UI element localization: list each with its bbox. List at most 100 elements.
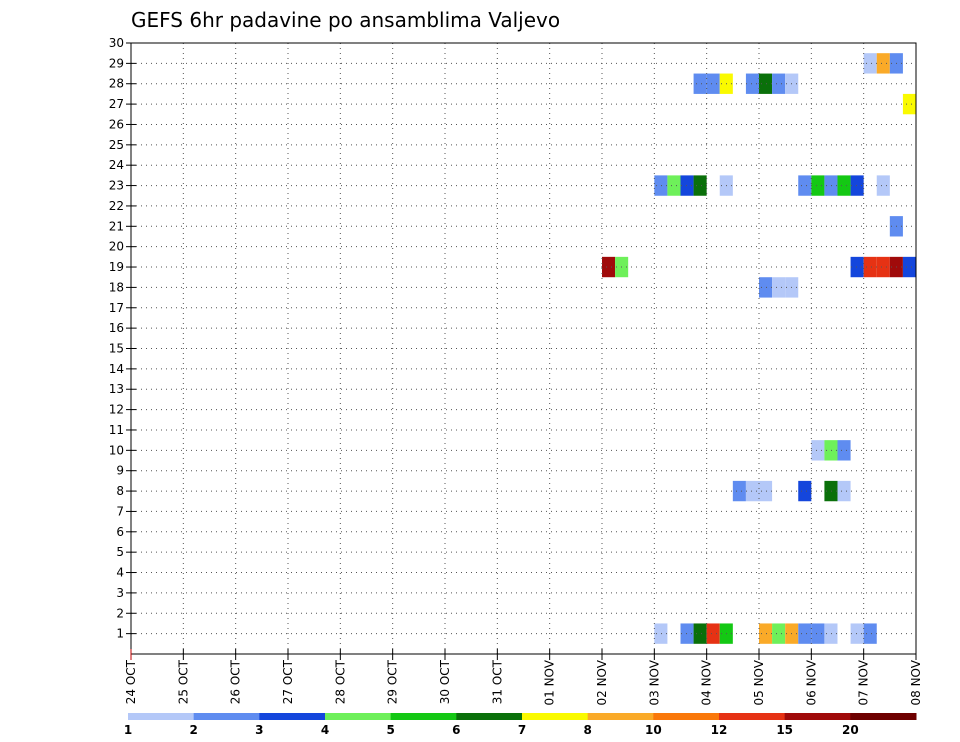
colorbar-tick-label: 6 bbox=[452, 723, 460, 737]
precip-cell bbox=[876, 256, 890, 278]
y-tick-label: 23 bbox=[109, 179, 124, 193]
precip-cell bbox=[693, 73, 707, 94]
plot-frame bbox=[130, 42, 917, 655]
colorbar-tick-label: 2 bbox=[189, 723, 197, 737]
precip-cell bbox=[759, 623, 773, 644]
colorbar-tick-label: 8 bbox=[583, 723, 591, 737]
precip-cell bbox=[680, 175, 694, 196]
x-tick-label: 06 NOV bbox=[804, 659, 818, 705]
y-tick-label: 15 bbox=[109, 342, 124, 356]
precip-cell bbox=[772, 277, 786, 298]
y-tick-label: 17 bbox=[109, 301, 124, 315]
colorbar-tick-label: 15 bbox=[776, 723, 793, 737]
x-axis: 24 OCT 25 OCT 26 OCT 27 OCT 28 OCT 29 OCT 30 O… bbox=[124, 649, 923, 706]
colorbar-segment bbox=[390, 713, 457, 720]
colorbar-segment bbox=[193, 713, 260, 720]
precip-cell bbox=[837, 440, 851, 461]
x-tick-label: 01 NOV bbox=[543, 659, 557, 705]
colorbar-tick-label: 5 bbox=[386, 723, 394, 737]
precip-cell bbox=[706, 623, 720, 644]
x-tick-label: 07 NOV bbox=[857, 659, 871, 705]
y-tick-label: 16 bbox=[109, 321, 124, 335]
colorbar-segment bbox=[259, 713, 326, 720]
dotted-grid bbox=[131, 43, 916, 654]
precip-cell bbox=[837, 175, 851, 196]
colorbar-tick-label: 1 bbox=[124, 723, 132, 737]
precip-cell bbox=[902, 256, 916, 278]
y-tick-label: 13 bbox=[109, 382, 124, 396]
colorbar-segment bbox=[522, 713, 589, 720]
precip-cell bbox=[824, 623, 838, 644]
precip-cell bbox=[706, 73, 720, 94]
precip-cell bbox=[850, 175, 864, 196]
y-tick-label: 25 bbox=[109, 138, 124, 152]
colorbar-segment bbox=[587, 713, 654, 720]
y-axis: 1234567891011121314151617181920212223242… bbox=[109, 36, 136, 641]
precip-cell bbox=[863, 256, 877, 278]
y-tick-label: 8 bbox=[116, 484, 124, 498]
x-tick-label: 08 NOV bbox=[909, 659, 923, 705]
precip-cell bbox=[772, 623, 786, 644]
y-tick-label: 6 bbox=[116, 525, 124, 539]
precip-cell bbox=[811, 623, 825, 644]
colorbar-tick-label: 12 bbox=[711, 723, 728, 737]
colorbar-tick-label: 4 bbox=[321, 723, 329, 737]
x-tick-label: 30 OCT bbox=[438, 659, 452, 704]
x-tick-label: 26 OCT bbox=[229, 659, 243, 704]
y-tick-label: 4 bbox=[116, 566, 124, 580]
colorbar-segment bbox=[784, 713, 851, 720]
x-tick-label: 28 OCT bbox=[333, 659, 347, 704]
y-tick-label: 27 bbox=[109, 97, 124, 111]
chart-title: GEFS 6hr padavine po ansamblima Valjevo bbox=[131, 8, 560, 32]
y-tick-label: 2 bbox=[116, 606, 124, 620]
precip-cell bbox=[745, 73, 759, 94]
precip-cell bbox=[759, 480, 773, 502]
y-tick-label: 21 bbox=[109, 219, 124, 233]
precip-cell bbox=[850, 623, 864, 644]
precip-cell bbox=[667, 175, 681, 196]
precip-cell bbox=[811, 175, 825, 196]
colorbar-segment bbox=[128, 713, 195, 720]
x-tick-label: 25 OCT bbox=[176, 659, 190, 704]
precip-cell bbox=[876, 53, 890, 74]
precip-cell bbox=[693, 623, 707, 644]
precip-cell bbox=[850, 256, 864, 278]
colorbar-tick-label: 20 bbox=[842, 723, 859, 737]
colorbar-tick-label: 10 bbox=[645, 723, 662, 737]
colorbar-segment bbox=[456, 713, 523, 720]
x-tick-label: 27 OCT bbox=[281, 659, 295, 704]
y-tick-label: 22 bbox=[109, 199, 124, 213]
y-tick-label: 1 bbox=[116, 627, 124, 641]
y-tick-label: 14 bbox=[109, 362, 124, 376]
y-tick-label: 19 bbox=[109, 260, 124, 274]
x-tick-label: 03 NOV bbox=[647, 659, 661, 705]
precip-cell bbox=[798, 175, 812, 196]
precip-cell bbox=[798, 480, 812, 502]
colorbar-segment bbox=[325, 713, 392, 720]
precip-cell bbox=[654, 623, 668, 644]
colorbar-tick-label: 7 bbox=[518, 723, 526, 737]
color-legend: 1 2 3 4 5 6 7 8 10 12 15 20 bbox=[124, 713, 917, 737]
precip-cell bbox=[863, 623, 877, 644]
colorbar-segment bbox=[653, 713, 720, 720]
precip-cell bbox=[693, 175, 707, 196]
y-tick-label: 26 bbox=[109, 117, 124, 131]
x-tick-label: 04 NOV bbox=[700, 659, 714, 705]
y-tick-label: 20 bbox=[109, 240, 124, 254]
y-tick-label: 3 bbox=[116, 586, 124, 600]
precip-cell bbox=[863, 53, 877, 74]
y-tick-label: 10 bbox=[109, 443, 124, 457]
colorbar-tick-label: 3 bbox=[255, 723, 263, 737]
x-tick-label: 05 NOV bbox=[752, 659, 766, 705]
precipitation-cells bbox=[602, 53, 916, 644]
precip-cell bbox=[732, 480, 746, 502]
y-tick-label: 28 bbox=[109, 77, 124, 91]
precip-cell bbox=[902, 93, 916, 115]
y-tick-label: 9 bbox=[116, 464, 124, 478]
precip-cell bbox=[759, 277, 773, 298]
y-tick-label: 5 bbox=[116, 545, 124, 559]
x-tick-label: 31 OCT bbox=[490, 659, 504, 704]
x-tick-label: 02 NOV bbox=[595, 659, 609, 705]
precip-cell bbox=[759, 73, 773, 94]
